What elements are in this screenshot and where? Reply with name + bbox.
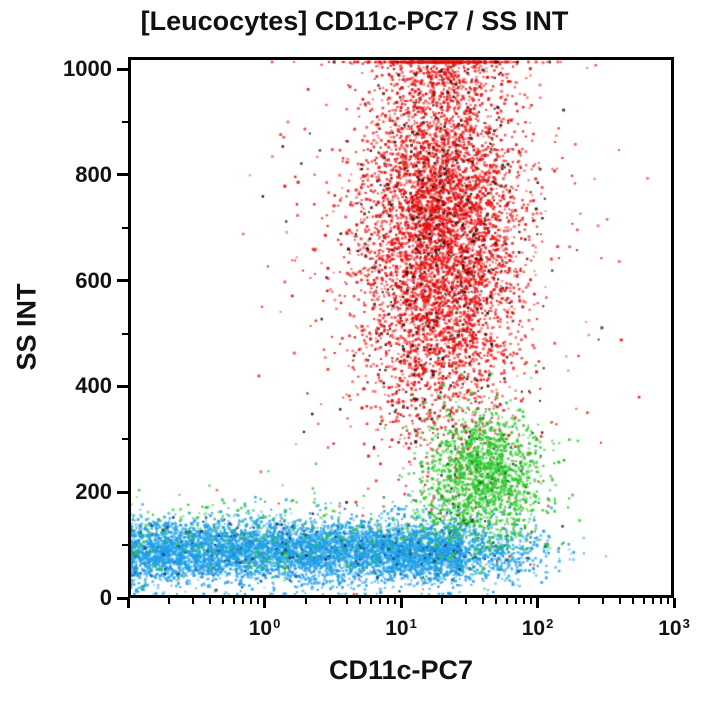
- x-axis-minor-tick: [233, 598, 236, 604]
- x-axis-minor-tick: [666, 598, 669, 604]
- x-axis-major-tick: [263, 598, 266, 608]
- x-axis-label: CD11c-PC7: [328, 655, 474, 685]
- x-axis-minor-tick: [618, 598, 621, 604]
- x-axis-minor-tick: [209, 598, 212, 604]
- x-axis-minor-tick: [577, 598, 580, 604]
- y-axis-major-tick: [117, 67, 128, 71]
- x-axis-major-tick: [672, 598, 676, 608]
- x-axis-minor-tick: [659, 598, 662, 604]
- x-axis-minor-tick: [222, 598, 225, 604]
- x-axis-minor-tick: [168, 598, 171, 604]
- x-axis-tick-label: 102: [521, 616, 554, 640]
- x-axis-minor-tick: [358, 598, 361, 604]
- y-axis-major-tick: [117, 173, 128, 177]
- y-axis-tick-label: 200: [75, 479, 112, 505]
- x-axis-minor-tick: [530, 598, 533, 604]
- x-axis-minor-tick: [378, 598, 381, 604]
- x-axis-minor-tick: [345, 598, 348, 604]
- x-axis-minor-tick: [393, 598, 396, 604]
- x-axis-minor-tick: [369, 598, 372, 604]
- x-axis-minor-tick: [242, 598, 245, 604]
- x-axis-minor-tick: [651, 598, 654, 604]
- y-axis-tick-label: 400: [75, 373, 112, 399]
- x-axis-minor-tick: [441, 598, 444, 604]
- x-axis-minor-tick: [523, 598, 526, 604]
- x-axis-major-tick: [126, 598, 130, 608]
- y-axis-major-tick: [117, 596, 128, 600]
- x-axis-major-tick: [399, 598, 403, 608]
- scatter-dots-canvas: [128, 57, 674, 598]
- x-axis-major-tick: [536, 598, 539, 608]
- y-axis-major-tick: [117, 384, 128, 388]
- x-axis-minor-tick: [250, 598, 253, 604]
- x-axis-minor-tick: [482, 598, 485, 604]
- y-axis-tick-label: 800: [75, 161, 112, 187]
- y-axis-major-tick: [117, 490, 128, 494]
- x-axis-minor-tick: [601, 598, 604, 604]
- y-axis-label: SS INT: [11, 283, 42, 371]
- x-axis-minor-tick: [495, 598, 498, 604]
- x-axis-tick-label: 103: [658, 616, 690, 640]
- x-axis-minor-tick: [506, 598, 509, 604]
- y-axis-tick-label: 1000: [63, 56, 112, 82]
- x-axis-tick-label: 100: [248, 616, 281, 640]
- y-axis-tick-label: 0: [99, 585, 112, 610]
- chart-title: [Leucocytes] CD11c-PC7 / SS INT: [140, 6, 569, 36]
- x-axis-tick-label: 101: [385, 616, 417, 640]
- x-axis-minor-tick: [386, 598, 389, 604]
- y-axis-major-tick: [117, 279, 128, 283]
- x-axis-minor-tick: [328, 598, 331, 604]
- x-axis-minor-tick: [631, 598, 634, 604]
- x-axis-minor-tick: [257, 598, 260, 604]
- x-axis-minor-tick: [515, 598, 518, 604]
- x-axis-minor-tick: [642, 598, 645, 604]
- x-axis-minor-tick: [192, 598, 195, 604]
- x-axis-minor-tick: [304, 598, 307, 604]
- x-axis-minor-tick: [465, 598, 468, 604]
